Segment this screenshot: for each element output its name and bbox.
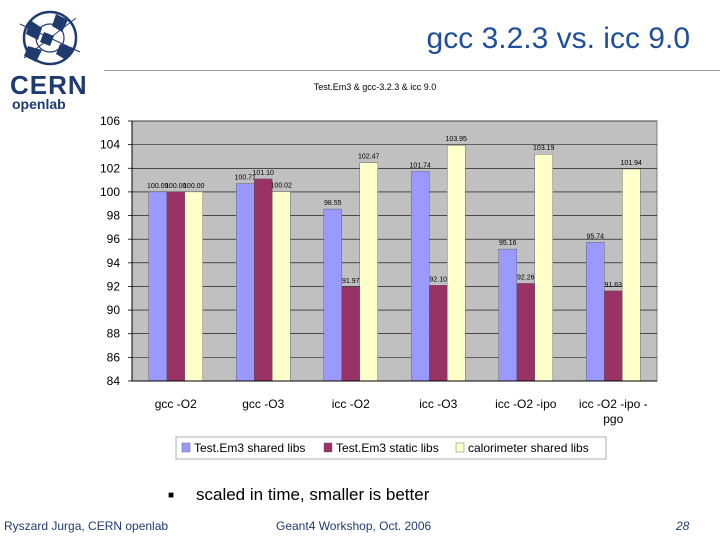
bar-calorimeter-shared-libs [447, 145, 466, 382]
legend-swatch [455, 442, 465, 453]
x-tick-label: icc -O2 -ipo [495, 397, 557, 411]
x-tick-label: gcc -O3 [242, 397, 284, 411]
bar-test-em3-static-libs [516, 283, 535, 382]
bar-calorimeter-shared-libs [622, 168, 641, 382]
x-tick-label: gcc -O2 [155, 397, 197, 411]
data-label: 100.71 [235, 175, 257, 182]
bar-test-em3-shared-libs [411, 171, 430, 382]
footer-author: Ryszard Jurga, CERN openlab [4, 519, 169, 533]
bar-calorimeter-shared-libs [534, 154, 553, 382]
bar-test-em3-static-libs [254, 178, 273, 382]
data-label: 92.10 [429, 276, 447, 283]
x-tick-label: pgo [603, 412, 623, 426]
data-label: 91.63 [604, 282, 622, 289]
data-label: 103.95 [446, 136, 468, 143]
logo-cern-text: CERN [10, 70, 88, 100]
data-label: 100.00 [183, 183, 205, 190]
y-tick-label: 100 [100, 185, 120, 199]
data-label: 98.55 [324, 200, 342, 207]
slide-title: gcc 3.2.3 vs. icc 9.0 [426, 22, 690, 55]
legend-label: Test.Em3 shared libs [194, 441, 305, 455]
cern-globe-icon [19, 10, 81, 66]
data-label: 102.47 [358, 154, 380, 161]
bullet-text: scaled in time, smaller is better [196, 485, 430, 504]
y-tick-label: 88 [107, 327, 121, 341]
y-tick-label: 90 [107, 303, 121, 317]
data-label: 101.94 [621, 160, 643, 167]
y-tick-label: 92 [107, 279, 121, 293]
footer-event: Geant4 Workshop, Oct. 2006 [276, 519, 432, 533]
data-label: 100.00 [165, 183, 187, 190]
y-tick-label: 86 [107, 350, 121, 364]
bar-calorimeter-shared-libs [184, 191, 203, 382]
x-tick-label: icc -O2 [332, 397, 370, 411]
logo-openlab-text: openlab [12, 96, 66, 112]
cern-openlab-logo: CERN openlab [4, 4, 100, 112]
y-tick-label: 96 [107, 232, 121, 246]
footer-page-number: 28 [676, 519, 690, 533]
data-label: 103.19 [533, 145, 555, 152]
x-tick-label: icc -O3 [419, 397, 457, 411]
data-label: 92.26 [517, 274, 535, 281]
y-tick-label: 94 [107, 256, 121, 270]
data-label: 95.16 [499, 240, 517, 247]
x-tick-label: icc -O2 -ipo - [579, 397, 648, 411]
header-divider [104, 70, 720, 71]
legend-swatch [181, 442, 191, 453]
bar-test-em3-shared-libs [498, 248, 517, 382]
y-tick-label: 98 [107, 209, 121, 223]
legend-label: calorimeter shared libs [468, 441, 589, 455]
legend-label: Test.Em3 static libs [336, 441, 439, 455]
plot-area [131, 120, 658, 382]
data-label: 101.10 [253, 170, 275, 177]
bar-test-em3-shared-libs [586, 242, 605, 382]
chart-title: Test.Em3 & gcc-3.2.3 & icc 9.0 [314, 82, 437, 92]
y-tick-label: 104 [100, 138, 120, 152]
bullet-square-icon: ■ [168, 490, 175, 502]
y-tick-label: 84 [107, 374, 121, 388]
bar-test-em3-static-libs [604, 290, 623, 382]
legend-box [175, 436, 607, 460]
bar-test-em3-static-libs [341, 286, 360, 382]
y-tick-label: 102 [100, 161, 120, 175]
legend-swatch [323, 442, 333, 453]
bar-test-em3-shared-libs [323, 208, 342, 382]
bar-calorimeter-shared-libs [272, 191, 291, 382]
bullet-point: ■ scaled in time, smaller is better [168, 485, 429, 505]
bar-calorimeter-shared-libs [359, 162, 378, 382]
data-label: 95.74 [586, 233, 604, 240]
y-tick-label: 106 [100, 114, 120, 128]
bar-test-em3-static-libs [429, 285, 448, 382]
bar-test-em3-shared-libs [148, 191, 167, 382]
data-label: 91.97 [342, 278, 360, 285]
bar-test-em3-shared-libs [236, 183, 255, 382]
data-label: 100.02 [271, 183, 293, 190]
data-label: 100.00 [147, 183, 169, 190]
bar-test-em3-static-libs [166, 191, 185, 382]
data-label: 101.74 [410, 162, 432, 169]
